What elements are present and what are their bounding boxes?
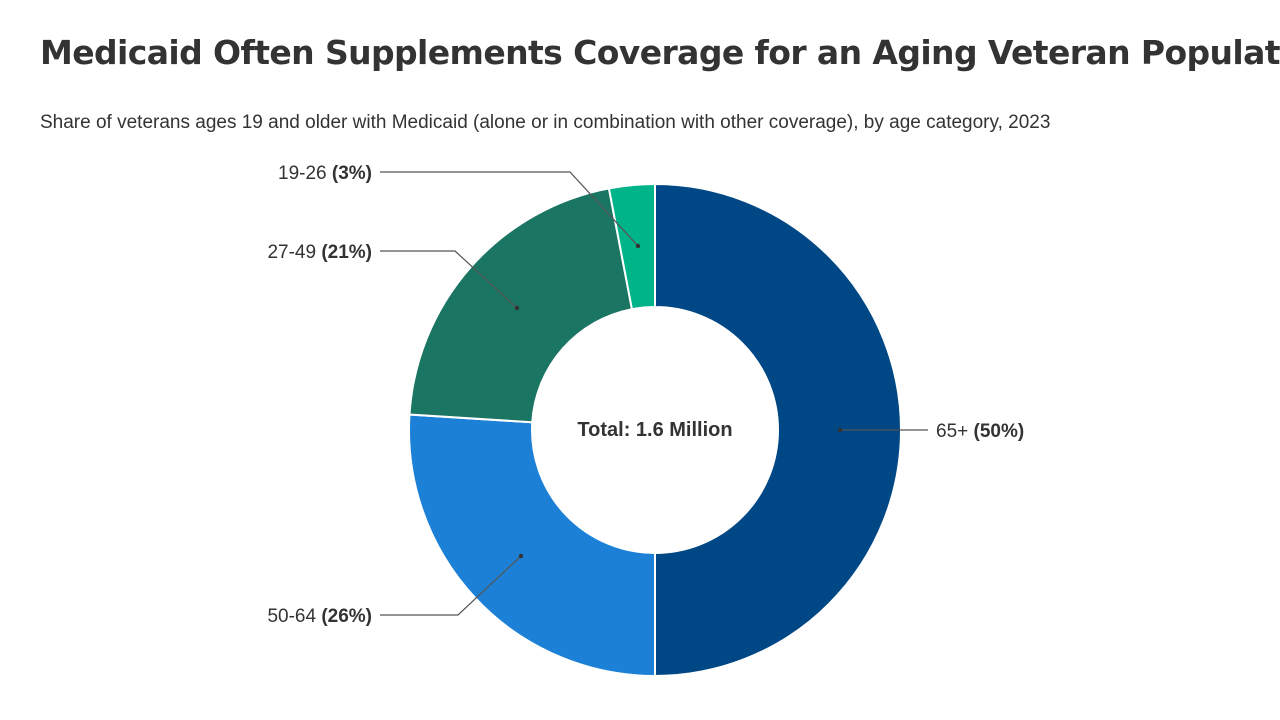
data-label-percent: (26%)	[321, 606, 372, 627]
data-label-category: 50-64	[267, 606, 321, 627]
data-label-category: 19-26	[278, 163, 332, 184]
data-label-category: 65+	[936, 421, 974, 442]
data-label-65+: 65+ (50%)	[936, 421, 1024, 442]
leader-line-19-26	[380, 171, 639, 247]
leader-dot-27-49	[514, 305, 520, 311]
leader-dot-65+	[837, 427, 843, 433]
data-label-19-26: 19-26 (3%)	[278, 163, 372, 184]
slice-50-64	[408, 413, 656, 678]
data-label-percent: (50%)	[974, 421, 1025, 442]
slice-19-26	[607, 182, 656, 311]
data-label-27-49: 27-49 (21%)	[267, 242, 372, 263]
chart-title: Medicaid Often Supplements Coverage for …	[40, 33, 1280, 72]
leader-dot-50-64	[518, 553, 524, 559]
donut-slices	[408, 182, 902, 678]
chart-subtitle: Share of veterans ages 19 and older with…	[40, 112, 1051, 133]
slice-27-49	[408, 187, 634, 424]
data-label-category: 27-49	[267, 242, 321, 263]
center-total-label: Total: 1.6 Million	[577, 419, 732, 441]
data-label-percent: (3%)	[332, 163, 372, 184]
leader-line-50-64	[380, 555, 522, 616]
leader-lines: 65+ (50%) 50-64 (26%) 27-49 (21%) 19-26 (3%…	[267, 163, 1024, 627]
leader-dot-19-26	[635, 243, 641, 249]
leader-line-27-49	[380, 250, 518, 309]
slice-65+	[654, 182, 902, 678]
data-label-50-64: 50-64 (26%)	[267, 606, 372, 627]
data-label-percent: (21%)	[321, 242, 372, 263]
